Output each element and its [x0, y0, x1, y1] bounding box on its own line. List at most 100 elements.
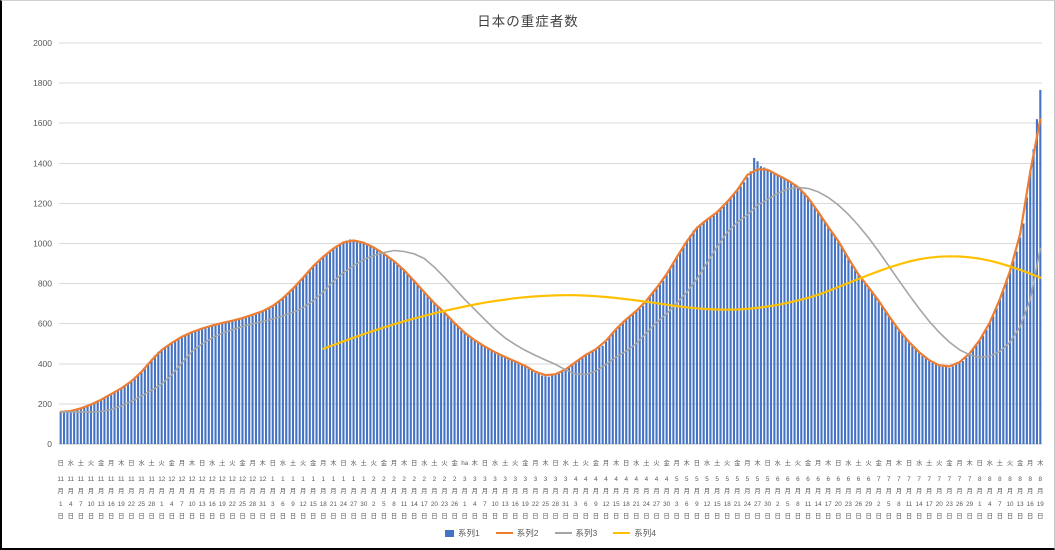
x-axis-label: 日 [542, 512, 548, 520]
bar [827, 227, 830, 444]
x-axis-label: 日 [532, 512, 538, 520]
x-axis-label: 日 [290, 512, 296, 520]
x-axis-label: 日 [451, 512, 457, 520]
x-axis-label: 月 [593, 487, 599, 495]
x-axis-label: 木 [189, 458, 196, 467]
x-axis-label: 月 [249, 487, 255, 495]
x-axis-label: 21 [330, 501, 338, 508]
x-axis-label: 11 [68, 476, 75, 483]
bar [524, 365, 527, 444]
x-axis-label: 日 [855, 512, 861, 520]
x-axis-label: 3 [675, 501, 679, 508]
bar [100, 399, 103, 444]
x-axis-label: 土 [573, 458, 579, 467]
bar [968, 353, 971, 444]
x-axis-label: 8 [1028, 476, 1032, 483]
bar [746, 177, 749, 444]
x-axis-label: 3 [503, 476, 507, 483]
x-axis-label: 日 [78, 512, 84, 520]
x-axis-label: 月 [886, 459, 892, 467]
series3-line-marker [554, 532, 572, 534]
x-axis-label: 1 [352, 476, 356, 483]
x-axis-label: 5 [382, 501, 386, 508]
bar [325, 253, 328, 444]
x-axis-label: 17 [825, 501, 833, 508]
x-axis-label: 月 [835, 487, 841, 495]
x-axis-label: 月 [421, 487, 427, 495]
x-axis-label: 2 [453, 476, 457, 483]
x-axis-label: 月 [138, 487, 144, 495]
bar [753, 157, 756, 444]
bar [988, 322, 991, 444]
x-axis-label: 7 [948, 476, 952, 483]
x-axis-label: 7 [938, 476, 942, 483]
bar [891, 321, 894, 444]
bar [362, 243, 365, 444]
x-axis-label: 日 [199, 459, 205, 467]
x-axis-label: 月 [815, 459, 821, 467]
x-axis-label: 6 [685, 501, 689, 508]
x-axis-label: 5 [746, 476, 750, 483]
x-axis-label: 月 [108, 459, 114, 467]
bar [510, 359, 513, 444]
bar [605, 341, 608, 444]
bar [786, 180, 789, 445]
bar [594, 349, 597, 444]
x-axis-label: 月 [603, 459, 609, 467]
x-axis-label: 11 [57, 476, 64, 483]
x-axis-label: 土 [997, 458, 1003, 467]
x-axis-label: 日 [674, 512, 680, 520]
bar [238, 319, 241, 444]
x-axis-label: 日 [58, 512, 64, 520]
bar [305, 273, 308, 444]
x-axis-label: 月 [1007, 487, 1013, 495]
bar [436, 306, 439, 444]
x-axis-label: 月 [825, 487, 831, 495]
bar [322, 256, 325, 444]
bar [59, 411, 62, 444]
x-axis-label: 日 [502, 512, 508, 520]
x-axis-label: 9 [291, 501, 295, 508]
bar [541, 375, 544, 444]
x-axis-label: 月 [199, 487, 205, 495]
x-axis-label: 月 [573, 487, 579, 495]
x-axis-label: 1 [463, 501, 467, 508]
x-axis-label: 12 [300, 501, 308, 508]
x-axis-label: 月 [512, 487, 518, 495]
x-axis-label: 4 [635, 476, 639, 483]
x-axis-label: 4 [69, 501, 73, 508]
x-axis-label: 月 [966, 487, 972, 495]
bar [759, 166, 762, 444]
x-axis-label: 月 [239, 487, 245, 495]
bar [817, 212, 820, 444]
x-axis-label: 24 [643, 501, 651, 508]
bar [844, 251, 847, 444]
bar [1012, 260, 1015, 444]
x-axis-label: 金 [381, 458, 388, 467]
bar [261, 311, 264, 444]
x-axis-label: 2 [433, 476, 437, 483]
x-axis-label: 日 [169, 512, 175, 520]
y-axis-label: 200 [38, 399, 52, 409]
bar [793, 183, 796, 444]
chart-title: 日本の重症者数 [477, 14, 579, 29]
x-axis-label: 日 [1007, 512, 1013, 520]
bar [342, 242, 345, 444]
y-axis-label: 1000 [33, 239, 52, 249]
y-axis-label: 600 [38, 319, 52, 329]
bar [736, 189, 739, 444]
x-axis-label: 日 [623, 459, 629, 467]
x-axis-label: 日 [593, 512, 599, 520]
bar [1035, 119, 1038, 444]
x-axis-label: 月 [492, 487, 498, 495]
x-axis-label: 日 [926, 512, 932, 520]
legend-item-series3: 系列3 [554, 527, 597, 539]
x-axis-label: 月 [926, 487, 932, 495]
x-axis-label: 6 [816, 476, 820, 483]
bar [231, 321, 234, 444]
x-axis-label: 月 [936, 487, 942, 495]
x-axis-label: 日 [371, 512, 377, 520]
x-axis-label: 19 [522, 501, 530, 508]
x-axis-label: 金 [734, 458, 741, 467]
x-axis-label: 26 [956, 501, 964, 508]
